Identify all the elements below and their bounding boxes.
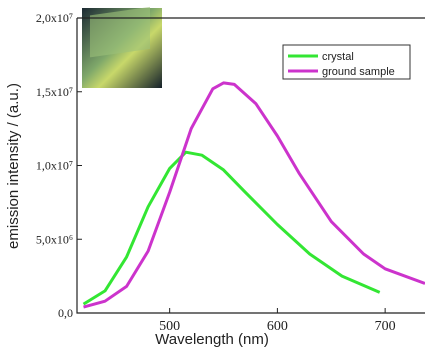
x-tick-label: 600: [267, 319, 288, 334]
y-tick-label: 1,0x10⁷: [36, 159, 73, 173]
y-axis-label: emission intensity / (a.u.): [5, 83, 22, 249]
series-line: [84, 152, 380, 304]
x-tick-label: 700: [375, 319, 396, 334]
legend-label: ground sample: [322, 66, 395, 78]
legend-label: crystal: [322, 51, 354, 63]
y-tick-label: 1,5x10⁷: [36, 85, 73, 99]
y-tick-label: 0,0: [58, 306, 73, 320]
y-tick-label: 2,0x10⁷: [36, 11, 73, 25]
x-axis-label: Wavelength (nm): [155, 331, 269, 348]
series-line: [84, 83, 425, 307]
y-tick-label: 5,0x10⁶: [36, 232, 73, 246]
inset-crystal: [90, 7, 150, 57]
